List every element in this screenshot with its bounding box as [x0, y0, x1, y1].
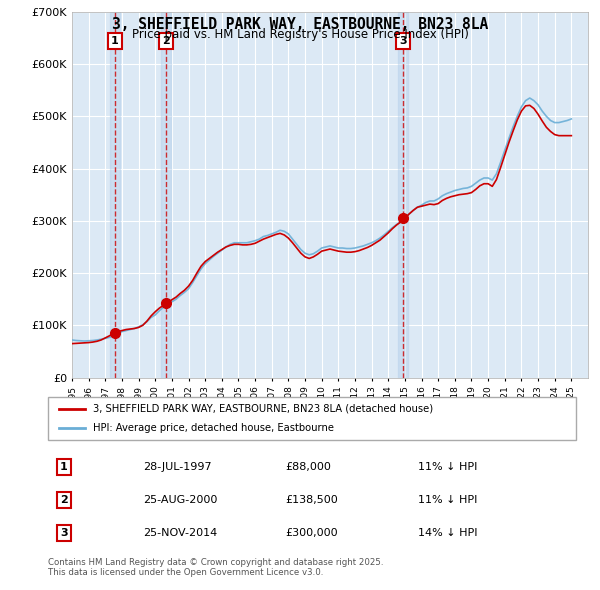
Text: 1: 1 [111, 36, 119, 46]
Text: £88,000: £88,000 [286, 462, 331, 472]
Text: 3: 3 [60, 528, 68, 538]
Text: 11% ↓ HPI: 11% ↓ HPI [418, 462, 477, 472]
Text: 2: 2 [60, 495, 68, 505]
Text: 25-NOV-2014: 25-NOV-2014 [143, 528, 217, 538]
Text: 2: 2 [162, 36, 170, 46]
Bar [161, 12, 171, 378]
Text: Price paid vs. HM Land Registry's House Price Index (HPI): Price paid vs. HM Land Registry's House … [131, 28, 469, 41]
Text: 3, SHEFFIELD PARK WAY, EASTBOURNE, BN23 8LA (detached house): 3, SHEFFIELD PARK WAY, EASTBOURNE, BN23 … [93, 404, 433, 414]
Text: HPI: Average price, detached house, Eastbourne: HPI: Average price, detached house, East… [93, 422, 334, 432]
Text: 14% ↓ HPI: 14% ↓ HPI [418, 528, 477, 538]
Text: 25-AUG-2000: 25-AUG-2000 [143, 495, 217, 505]
Text: Contains HM Land Registry data © Crown copyright and database right 2025.
This d: Contains HM Land Registry data © Crown c… [48, 558, 383, 577]
Bar [110, 12, 120, 378]
Text: 3: 3 [400, 36, 407, 46]
Text: 3, SHEFFIELD PARK WAY, EASTBOURNE, BN23 8LA: 3, SHEFFIELD PARK WAY, EASTBOURNE, BN23 … [112, 17, 488, 31]
FancyBboxPatch shape [48, 397, 576, 440]
Text: £300,000: £300,000 [286, 528, 338, 538]
Text: 11% ↓ HPI: 11% ↓ HPI [418, 495, 477, 505]
Bar [398, 12, 408, 378]
Text: £138,500: £138,500 [286, 495, 338, 505]
Text: 1: 1 [60, 462, 68, 472]
Text: 28-JUL-1997: 28-JUL-1997 [143, 462, 212, 472]
